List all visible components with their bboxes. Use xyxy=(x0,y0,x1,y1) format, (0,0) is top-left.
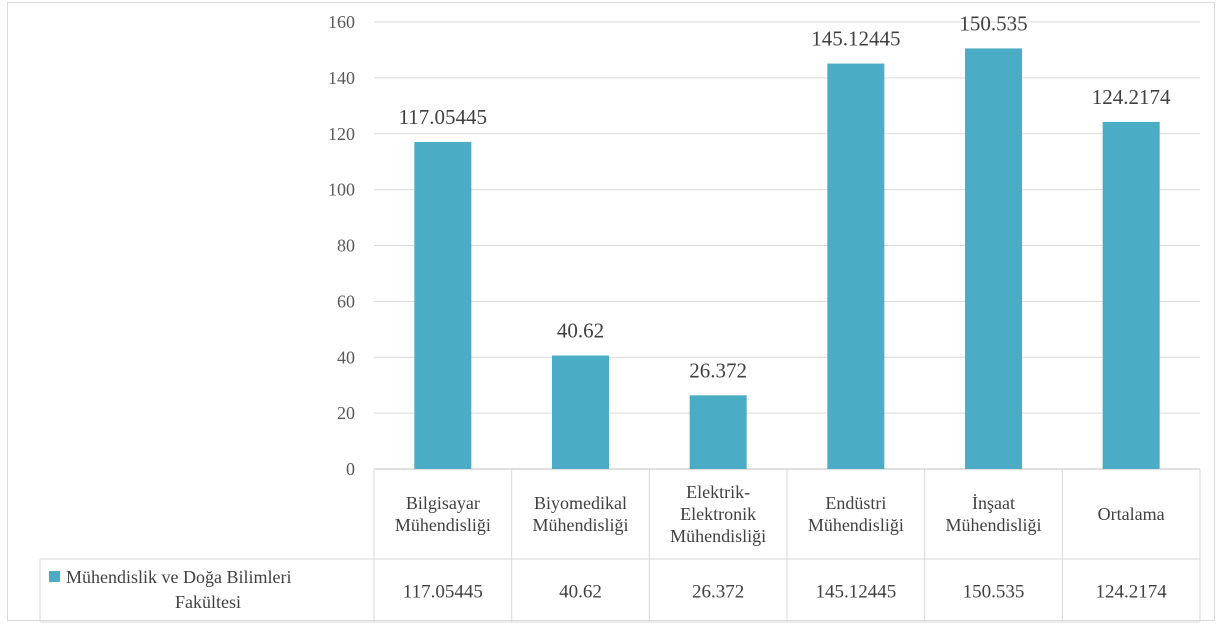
y-tick-label: 40 xyxy=(337,347,355,367)
bar xyxy=(1102,121,1160,469)
bar xyxy=(552,355,609,469)
data-label: 124.2174 xyxy=(1092,85,1171,109)
data-label: 117.05445 xyxy=(399,105,487,129)
y-tick-label: 160 xyxy=(328,12,355,32)
category-label: Elektrik- xyxy=(686,482,750,502)
y-tick-label: 20 xyxy=(337,403,355,423)
table-cell-value: 150.535 xyxy=(963,582,1025,603)
category-label: Bilgisayar xyxy=(406,493,480,513)
category-label: Ortalama xyxy=(1098,504,1165,524)
data-label: 145.12445 xyxy=(811,27,900,51)
bar xyxy=(414,141,472,469)
category-label: Elektronik xyxy=(680,504,756,524)
category-label: İnşaat xyxy=(972,493,1015,513)
category-label: Mühendisliği xyxy=(670,526,766,546)
category-label: Mühendisliği xyxy=(808,515,904,535)
y-tick-label: 100 xyxy=(328,180,355,200)
y-tick-label: 140 xyxy=(328,68,355,88)
table-cell-value: 26.372 xyxy=(692,582,744,603)
bar xyxy=(827,63,885,470)
table-cell-value: 40.62 xyxy=(559,582,602,603)
table-cell-value: 124.2174 xyxy=(1096,582,1168,603)
category-label: Endüstri xyxy=(825,493,886,513)
data-label: 26.372 xyxy=(689,358,747,382)
y-tick-label: 80 xyxy=(337,236,355,256)
bar xyxy=(965,48,1022,470)
y-tick-label: 60 xyxy=(337,291,355,311)
bar xyxy=(689,395,747,469)
category-label: Mühendisliği xyxy=(395,515,491,535)
chart-frame xyxy=(7,2,1215,621)
table-cell-value: 145.12445 xyxy=(815,582,896,603)
category-label: Mühendisliği xyxy=(945,515,1041,535)
table-cell-value: 117.05445 xyxy=(403,582,483,603)
y-tick-label: 120 xyxy=(328,124,355,144)
legend-label: Mühendislik ve Doğa Bilimleri xyxy=(66,567,291,587)
category-label: Biyomedikal xyxy=(534,493,627,513)
legend-swatch xyxy=(49,571,60,582)
category-label: Mühendisliği xyxy=(532,515,628,535)
legend-label: Fakültesi xyxy=(175,592,241,612)
data-label: 40.62 xyxy=(557,319,604,343)
data-label: 150.535 xyxy=(959,11,1027,35)
y-tick-label: 0 xyxy=(346,459,355,479)
